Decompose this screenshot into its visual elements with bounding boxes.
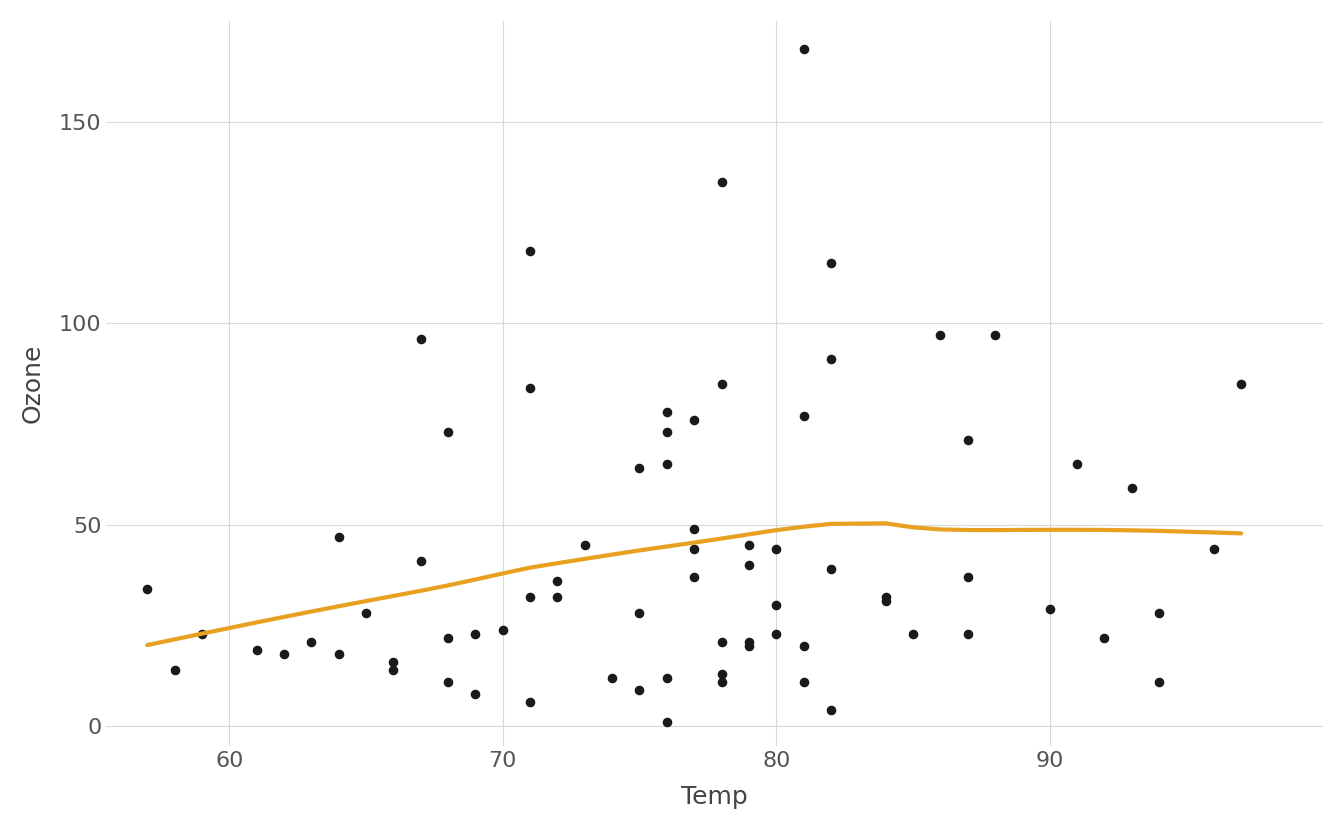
Point xyxy=(875,591,896,604)
Point xyxy=(492,622,513,636)
Point xyxy=(601,671,622,685)
Point xyxy=(957,433,978,447)
Point xyxy=(957,570,978,583)
Point xyxy=(766,598,788,612)
X-axis label: Temp: Temp xyxy=(681,785,749,809)
Point xyxy=(410,554,431,568)
Point xyxy=(793,639,814,652)
Point xyxy=(1148,607,1169,620)
Point xyxy=(793,409,814,422)
Point xyxy=(383,663,405,676)
Point xyxy=(547,574,569,588)
Point xyxy=(738,639,759,652)
Point xyxy=(684,570,706,583)
Point xyxy=(383,655,405,668)
Point xyxy=(519,244,540,257)
Point xyxy=(820,353,841,366)
Point xyxy=(191,627,212,640)
Point xyxy=(1066,457,1087,471)
Point xyxy=(930,329,952,342)
Point xyxy=(328,530,349,544)
Point xyxy=(137,583,159,596)
Point xyxy=(766,542,788,555)
Point xyxy=(711,667,732,681)
Point xyxy=(437,676,458,689)
Point xyxy=(629,607,650,620)
Point xyxy=(957,627,978,640)
Point xyxy=(656,457,677,471)
Point xyxy=(711,635,732,648)
Point xyxy=(656,671,677,685)
Point xyxy=(519,591,540,604)
Point xyxy=(437,425,458,438)
Point xyxy=(1094,631,1116,644)
Point xyxy=(820,704,841,717)
Y-axis label: Ozone: Ozone xyxy=(22,344,44,423)
Point xyxy=(902,627,923,640)
Point xyxy=(656,715,677,729)
Point xyxy=(656,425,677,438)
Point xyxy=(164,663,185,676)
Point xyxy=(437,631,458,644)
Point xyxy=(1039,603,1060,616)
Point xyxy=(793,676,814,689)
Point xyxy=(875,594,896,608)
Point xyxy=(984,329,1005,342)
Point xyxy=(738,559,759,572)
Point xyxy=(820,563,841,576)
Point xyxy=(684,522,706,535)
Point xyxy=(738,635,759,648)
Point xyxy=(711,377,732,390)
Point xyxy=(711,676,732,689)
Point xyxy=(656,405,677,418)
Point xyxy=(273,647,294,661)
Point xyxy=(519,696,540,709)
Point xyxy=(1148,676,1169,689)
Point xyxy=(547,591,569,604)
Point xyxy=(1203,542,1224,555)
Point xyxy=(738,538,759,551)
Point xyxy=(684,542,706,555)
Point xyxy=(766,627,788,640)
Point xyxy=(410,333,431,346)
Point xyxy=(793,42,814,56)
Point xyxy=(465,687,487,701)
Point xyxy=(355,607,376,620)
Point xyxy=(820,256,841,269)
Point xyxy=(1121,481,1142,495)
Point xyxy=(465,627,487,640)
Point xyxy=(519,381,540,394)
Point xyxy=(684,413,706,427)
Point xyxy=(246,643,267,657)
Point xyxy=(1230,377,1251,390)
Point xyxy=(629,683,650,696)
Point xyxy=(301,635,323,648)
Point xyxy=(574,538,595,551)
Point xyxy=(629,461,650,475)
Point xyxy=(328,647,349,661)
Point xyxy=(711,175,732,188)
